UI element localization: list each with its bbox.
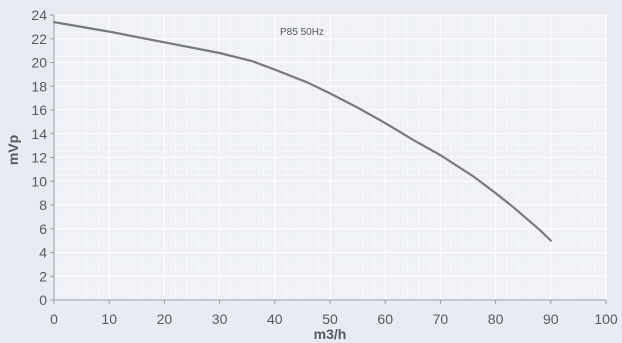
y-axis-label: mVp: [5, 135, 21, 165]
x-tick-label: 40: [267, 311, 283, 327]
x-axis-label: m3/h: [314, 326, 347, 342]
y-tick-label: 18: [31, 78, 47, 94]
x-tick-label: 20: [157, 311, 173, 327]
x-tick-labels: 0 10 20 30 40 50 60 70 80 90 100: [50, 311, 618, 327]
y-tick-label: 16: [31, 102, 47, 118]
y-tick-label: 2: [39, 268, 47, 284]
y-tick-label: 22: [31, 31, 47, 47]
y-tick-label: 8: [39, 197, 47, 213]
x-tick-label: 0: [50, 311, 58, 327]
y-tick-label: 0: [39, 292, 47, 308]
y-tick-label: 4: [39, 245, 47, 261]
x-tick-label: 80: [488, 311, 504, 327]
x-tick-label: 60: [377, 311, 393, 327]
x-tick-label: 90: [543, 311, 559, 327]
x-tick-label: 50: [322, 311, 338, 327]
x-tick-label: 70: [433, 311, 449, 327]
chart-annotation: P85 50Hz: [280, 27, 324, 38]
y-tick-label: 14: [31, 126, 47, 142]
y-tick-label: 6: [39, 221, 47, 237]
x-tick-label: 100: [594, 311, 618, 327]
y-tick-label: 24: [31, 7, 47, 23]
x-tick-label: 10: [101, 311, 117, 327]
y-tick-label: 10: [31, 173, 47, 189]
series-layer: [52, 21, 552, 242]
x-tick-label: 30: [212, 311, 228, 327]
grid: [53, 14, 607, 301]
axes: [50, 14, 607, 304]
series-line-0: [52, 21, 552, 242]
y-tick-label: 12: [31, 150, 47, 166]
y-tick-label: 20: [31, 55, 47, 71]
